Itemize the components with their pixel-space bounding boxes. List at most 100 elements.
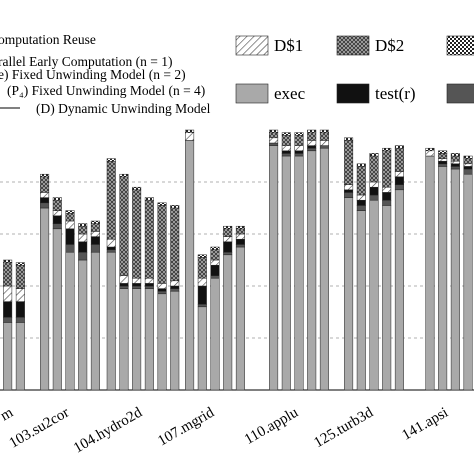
bar-segment-d2	[450, 155, 460, 162]
bar-segment-exec	[52, 228, 62, 391]
bar-segment-d1	[65, 220, 75, 230]
bar-segment-d2	[223, 228, 233, 237]
bar-segment-d1	[463, 163, 473, 167]
bar-segment-d3	[210, 246, 220, 250]
bar-segment-t	[356, 205, 366, 211]
bar-segment-t	[319, 145, 329, 149]
bar-segment-d3	[356, 163, 366, 167]
bar-segment-test	[90, 236, 100, 245]
bar-segment-t	[382, 199, 392, 206]
bar-segment-d1	[157, 283, 167, 289]
bar-segment-test	[15, 301, 25, 318]
bar-141.apsi-3	[450, 153, 460, 391]
bar-segment-d2	[52, 199, 62, 211]
bar-segment-d2	[382, 150, 392, 188]
method-legend-item: e) Fixed Unwinding Model (n = 2)	[0, 67, 186, 82]
bar-segment-d3	[269, 129, 279, 133]
bar-segment-test	[450, 163, 460, 167]
bar-segment-d3	[382, 147, 392, 152]
bar-segment-test	[119, 283, 129, 287]
bar-segment-d1	[425, 150, 435, 157]
bar-segment-t	[3, 316, 13, 323]
bar-segment-test	[106, 246, 116, 250]
bar-segment-d3	[185, 129, 195, 133]
bar-segment-test	[438, 160, 448, 165]
bar-segment-exec	[382, 205, 392, 391]
bar-104.hydro2d-2	[119, 173, 129, 391]
bar-segment-d3	[281, 132, 291, 136]
bar-segment-t	[463, 168, 473, 175]
bar-110.applu-4	[307, 129, 317, 391]
bar-segment-t	[307, 147, 317, 152]
bar-segment-exec	[210, 277, 220, 391]
bar-segment-t	[119, 285, 129, 289]
bar-segment-d2	[106, 160, 116, 240]
bar-segment-d2	[369, 155, 379, 183]
bar-segment-d1	[40, 192, 50, 198]
legend-swatch-d2	[336, 35, 370, 56]
method-legend: omputation Reuse rallel Early Computation…	[0, 32, 211, 116]
bar-segment-d3	[119, 173, 129, 178]
bar-segment-t	[197, 303, 207, 308]
bar-segment-d2	[3, 262, 13, 287]
bar-segment-d3	[438, 150, 448, 154]
bar-segment-d1	[52, 210, 62, 217]
method-legend-item: rallel Early Computation (n = 1)	[0, 54, 172, 69]
bar-segment-d1	[281, 145, 291, 152]
bar-segment-d2	[463, 158, 473, 165]
bar-104.hydro2d-6	[170, 205, 180, 391]
bar-segment-d2	[235, 228, 245, 235]
bar-m-1	[3, 259, 13, 391]
bar-segment-test	[132, 283, 142, 287]
bar-segment-test	[3, 301, 13, 318]
bar-segment-d1	[210, 259, 220, 266]
bar-segment-d3	[144, 197, 154, 201]
bar-segment-d3	[132, 186, 142, 191]
bar-segment-exec	[157, 293, 167, 391]
bar-segment-exec	[319, 147, 329, 391]
bar-110.applu-1	[269, 129, 279, 391]
bar-segment-d1	[78, 233, 88, 243]
bar-segment-t	[210, 275, 220, 279]
bar-segment-d3	[40, 173, 50, 178]
bar-segment-test	[65, 228, 75, 245]
bar-segment-exec	[119, 288, 129, 391]
bar-110.applu-2	[281, 132, 291, 391]
bar-125.turb3d-4	[382, 147, 392, 391]
bar-segment-d2	[15, 264, 25, 289]
bar-segment-t	[52, 223, 62, 230]
x-tick-label: 110.applu	[242, 404, 302, 448]
bar-segment-d3	[294, 132, 304, 136]
bar-segment-t	[170, 288, 180, 292]
bar-segment-t	[344, 192, 354, 198]
bar-segment-test	[210, 264, 220, 276]
bar-segment-d3	[52, 197, 62, 201]
bar-segment-t	[157, 290, 167, 295]
bar-segment-d1	[344, 184, 354, 191]
bar-segment-test	[197, 285, 207, 305]
bar-segment-test	[144, 283, 154, 287]
bar-segment-d1	[223, 236, 233, 243]
bar-segment-exec	[235, 246, 245, 391]
bar-segment-d3	[425, 147, 435, 152]
bar-segment-d1	[132, 277, 142, 284]
bar-segment-d3	[157, 202, 167, 206]
bar-segment-test	[52, 215, 62, 224]
bar-103.su2cor-4	[78, 223, 88, 391]
legend-swatch-d3	[446, 35, 474, 56]
bar-segment-d3	[170, 205, 180, 209]
legend-swatch-test	[336, 83, 370, 104]
bar-segment-test	[463, 166, 473, 170]
bar-segment-d3	[319, 129, 329, 133]
bar-segment-d1	[438, 158, 448, 162]
bar-segment-test	[394, 176, 404, 185]
bar-segment-t	[40, 202, 50, 209]
x-tick-label: 125.turb3d	[311, 404, 376, 451]
bar-segment-exec	[425, 155, 435, 391]
bar-segment-d3	[106, 158, 116, 162]
bar-125.turb3d-5	[394, 145, 404, 391]
x-tick-label: m	[0, 404, 16, 424]
bar-segment-exec	[3, 322, 13, 391]
bar-segment-d1	[185, 132, 195, 141]
bar-110.applu-3	[294, 132, 304, 391]
